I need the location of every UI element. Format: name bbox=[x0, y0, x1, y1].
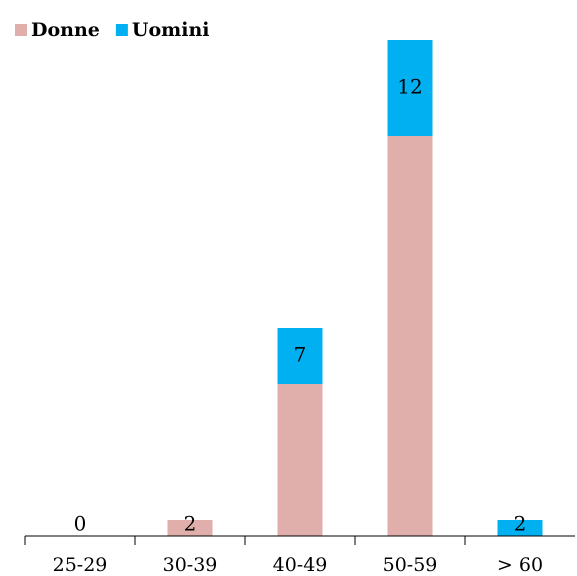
x-tick-label: 25-29 bbox=[53, 554, 108, 576]
x-tick-label: 30-39 bbox=[163, 554, 218, 576]
legend-swatch bbox=[115, 24, 128, 36]
bar-segment bbox=[387, 136, 433, 536]
data-label: 12 bbox=[397, 75, 422, 99]
x-tick-label: 50-59 bbox=[383, 554, 438, 576]
x-tick-label: 40-49 bbox=[273, 554, 328, 576]
bar-segment bbox=[277, 384, 323, 536]
data-label: 7 bbox=[294, 343, 307, 367]
legend-label: Uomini bbox=[132, 19, 210, 41]
x-tick-label: > 60 bbox=[497, 554, 543, 576]
bar-segment bbox=[277, 328, 323, 384]
bar-segment bbox=[497, 520, 543, 536]
data-label: 2 bbox=[184, 512, 197, 536]
bar-segment bbox=[167, 520, 213, 536]
legend-label: Donne bbox=[31, 19, 100, 41]
bar-segment bbox=[387, 40, 433, 136]
legend-swatch bbox=[15, 24, 27, 36]
data-label: 0 bbox=[74, 512, 87, 536]
data-label: 2 bbox=[514, 512, 527, 536]
